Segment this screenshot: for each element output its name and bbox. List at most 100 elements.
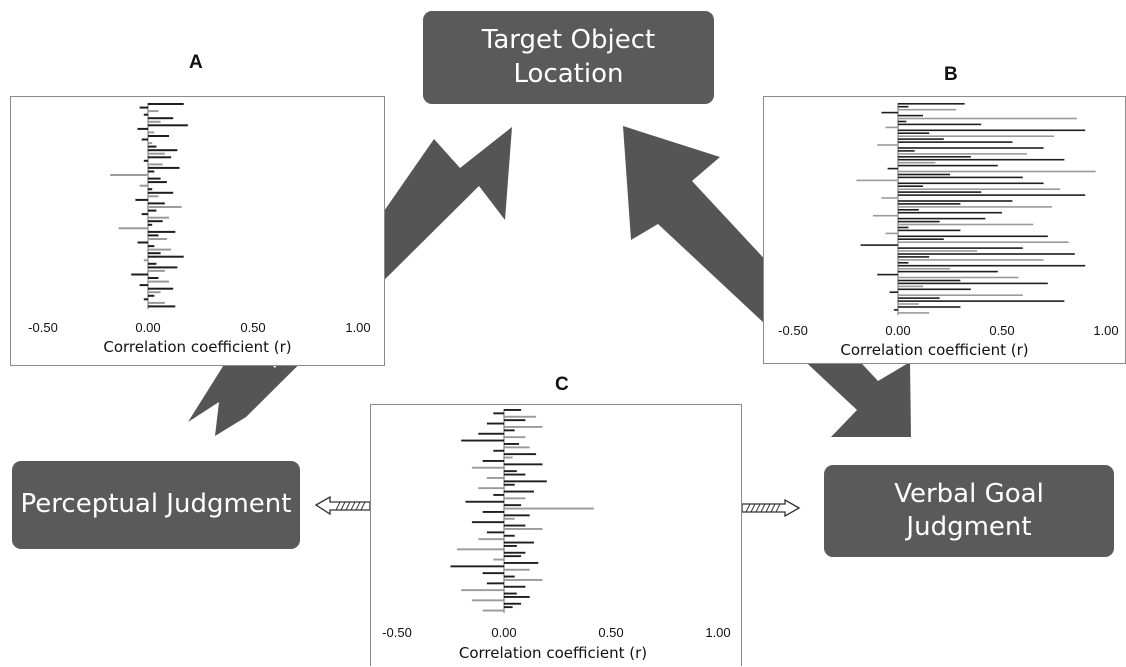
bar-b-67 <box>898 300 1065 302</box>
chart-a-tick: 0.50 <box>240 320 266 335</box>
bar-c-38 <box>478 538 504 541</box>
bar-a-14 <box>148 152 165 155</box>
bar-c-42 <box>504 551 526 554</box>
bar-c-2 <box>504 415 537 418</box>
bar-c-28 <box>504 504 522 507</box>
chart-panel-b: -0.50 0.00 0.50 1.00 Correlation coeffic… <box>763 96 1126 364</box>
bar-b-10 <box>898 132 930 134</box>
bar-b-54 <box>898 262 909 264</box>
chart-a-xlabel: Correlation coefficient (r) <box>103 338 292 356</box>
bar-c-8 <box>504 436 526 439</box>
bar-c-0 <box>504 409 522 411</box>
bar-a-43 <box>148 255 184 258</box>
bar-b-58 <box>877 273 898 276</box>
bar-c-22 <box>504 483 515 486</box>
chart-c-svg <box>450 409 594 613</box>
bar-b-28 <box>898 185 923 187</box>
bar-b-61 <box>898 282 1048 285</box>
bar-c-53 <box>461 589 504 592</box>
bar-b-1 <box>898 105 909 108</box>
bar-a-5 <box>148 120 161 123</box>
bar-a-25 <box>148 191 174 194</box>
bar-c-57 <box>504 602 522 605</box>
bar-a-22 <box>148 181 167 184</box>
bar-c-15 <box>482 460 504 462</box>
chart-c-tick: -0.50 <box>382 625 412 640</box>
bar-a-23 <box>139 184 148 187</box>
bar-b-43 <box>898 229 961 232</box>
bar-a-56 <box>148 301 165 304</box>
chart-b-tick: 0.50 <box>989 323 1015 338</box>
bar-b-71 <box>898 312 930 314</box>
bar-c-21 <box>504 480 547 483</box>
bar-b-23 <box>898 170 1096 173</box>
bar-c-23 <box>478 487 504 490</box>
bar-b-22 <box>887 167 898 170</box>
bar-a-3 <box>143 113 148 116</box>
bar-a-21 <box>148 177 161 180</box>
bar-b-0 <box>898 103 965 105</box>
bar-c-3 <box>504 419 526 422</box>
bar-c-56 <box>471 599 504 602</box>
bar-c-44 <box>493 558 504 561</box>
panel-b-label: B <box>944 64 958 85</box>
chart-c-tick: 0.00 <box>491 625 517 640</box>
bar-c-32 <box>504 517 515 520</box>
chart-panel-c: -0.50 0.00 0.50 1.00 Correlation coeffic… <box>370 404 742 666</box>
chart-a-svg <box>110 103 188 309</box>
bar-c-40 <box>504 545 517 547</box>
node-verbal-label: Verbal Goal Judgment <box>894 478 1044 542</box>
bar-c-26 <box>504 497 526 500</box>
bar-b-24 <box>898 173 950 176</box>
bar-c-12 <box>493 449 504 452</box>
bar-a-39 <box>137 241 148 244</box>
bar-c-16 <box>504 463 543 466</box>
bar-b-42 <box>898 226 909 229</box>
bar-c-1 <box>493 412 504 415</box>
bar-b-51 <box>898 253 1075 255</box>
bar-b-6 <box>898 120 907 123</box>
bar-c-27 <box>465 500 504 503</box>
bar-c-36 <box>486 531 504 534</box>
bar-a-0 <box>148 103 184 105</box>
bar-b-38 <box>873 214 898 217</box>
bar-b-13 <box>898 141 1013 143</box>
bar-c-58 <box>504 606 513 609</box>
bar-a-35 <box>118 227 148 230</box>
bar-a-46 <box>148 266 178 269</box>
bar-b-47 <box>898 241 1069 243</box>
chart-c-tick: 0.50 <box>598 625 624 640</box>
bar-b-32 <box>881 197 898 199</box>
bar-a-7 <box>137 127 148 130</box>
bar-c-6 <box>504 429 515 432</box>
bar-a-38 <box>148 238 167 240</box>
bar-b-53 <box>898 259 1044 261</box>
bar-b-11 <box>898 135 1054 137</box>
bar-b-12 <box>898 138 944 140</box>
bar-c-34 <box>504 524 526 527</box>
bar-b-27 <box>898 182 1044 185</box>
bar-c-9 <box>461 439 504 442</box>
bar-b-66 <box>898 297 940 299</box>
node-perceptual-label: Perceptual Judgment <box>20 489 292 520</box>
chart-b-xlabel: Correlation coefficient (r) <box>840 341 1029 359</box>
bar-c-24 <box>504 490 534 493</box>
bar-a-36 <box>148 230 176 233</box>
bar-a-45 <box>148 262 157 265</box>
chart-b-tick: 1.00 <box>1093 323 1119 338</box>
bar-b-33 <box>898 200 1013 202</box>
node-target-object-location: Target Object Location <box>423 11 714 104</box>
bar-c-49 <box>504 575 515 578</box>
bar-c-17 <box>471 466 504 469</box>
bar-c-41 <box>456 548 504 551</box>
bar-b-55 <box>898 264 1086 267</box>
bar-a-16 <box>143 159 148 162</box>
bar-b-40 <box>898 220 940 223</box>
bar-a-29 <box>148 206 182 208</box>
bar-c-13 <box>504 453 537 456</box>
bar-c-14 <box>504 456 513 459</box>
bar-c-19 <box>504 473 526 476</box>
bar-a-44 <box>143 259 148 262</box>
node-perceptual-judgment: Perceptual Judgment <box>12 461 300 549</box>
bar-c-50 <box>504 579 543 581</box>
